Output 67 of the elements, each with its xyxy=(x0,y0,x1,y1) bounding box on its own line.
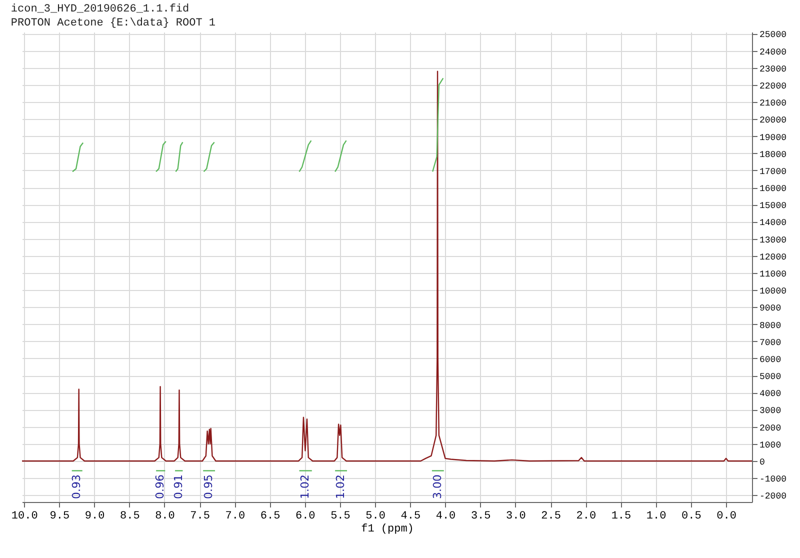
x-tick-label: 7.5 xyxy=(190,510,210,522)
x-tick-label: 1.0 xyxy=(646,510,666,522)
y-tick-label: 22000 xyxy=(760,81,787,92)
annotation: 0.93 xyxy=(70,474,84,499)
y-tick-label: 5000 xyxy=(760,372,782,382)
annotation: 1.02 xyxy=(334,474,348,499)
y-tick-label: 7000 xyxy=(760,338,782,348)
y-tick-label: 23000 xyxy=(760,64,787,74)
y-tick-label: 16000 xyxy=(760,184,787,194)
y-tick-label: 6000 xyxy=(760,354,782,365)
annotation: 0.95 xyxy=(202,474,216,499)
x-tick-label: 2.5 xyxy=(541,510,561,522)
x-tick-label: 6.5 xyxy=(260,510,280,522)
y-tick-label: 24000 xyxy=(760,47,787,58)
x-tick-label: 3.5 xyxy=(470,510,491,522)
line-series xyxy=(432,78,444,172)
y-tick-label: 2000 xyxy=(760,423,782,434)
x-tick-label: 9.0 xyxy=(84,510,105,522)
annotation: 0.91 xyxy=(172,474,185,499)
y-tick-label: 19000 xyxy=(760,132,787,143)
y-tick-label: 17000 xyxy=(760,166,787,177)
chart-title: icon_3_HYD_20190626_1.1.fid xyxy=(10,4,190,16)
y-tick-label: 12000 xyxy=(760,252,787,262)
x-tick-label: 4.0 xyxy=(436,510,456,522)
x-tick-label: 5.0 xyxy=(366,510,386,522)
x-tick-label: 9.5 xyxy=(50,510,70,522)
y-tick-label: 1000 xyxy=(760,440,782,450)
x-tick-label: 7.0 xyxy=(225,510,246,522)
y-tick-label: 25000 xyxy=(760,30,787,40)
y-tick-label: 3000 xyxy=(760,406,782,416)
y-tick-label: -2000 xyxy=(760,492,787,502)
line-series xyxy=(22,70,752,462)
y-tick-label: 0 xyxy=(760,457,765,468)
y-tick-label: 18000 xyxy=(760,150,787,160)
line-series xyxy=(175,142,184,172)
y-tick-label: 14000 xyxy=(760,218,787,228)
y-tick-label: 15000 xyxy=(760,201,787,212)
x-tick-label: 1.5 xyxy=(611,510,632,522)
x-tick-label: 8.0 xyxy=(155,510,175,522)
y-tick-label: 4000 xyxy=(760,389,782,400)
x-tick-label: 4.5 xyxy=(400,510,421,522)
y-tick-label: 13000 xyxy=(760,235,787,246)
x-tick-label: 2.0 xyxy=(576,510,596,522)
y-tick-label: -1000 xyxy=(760,474,787,485)
x-tick-label: 8.5 xyxy=(120,510,140,522)
x-tick-label: 3.0 xyxy=(506,510,526,522)
x-tick-label: 10.0 xyxy=(11,510,38,522)
x-tick-label: 0.5 xyxy=(682,510,702,522)
y-tick-label: 20000 xyxy=(760,116,787,126)
annotation: 0.96 xyxy=(154,474,167,499)
chart-subtitle: PROTON Acetone {E:\data} ROOT 1 xyxy=(10,18,216,30)
line-series xyxy=(298,140,312,172)
line-series xyxy=(72,142,84,172)
annotation: 1.02 xyxy=(298,474,312,499)
line-series xyxy=(334,140,347,172)
line-series xyxy=(203,142,215,172)
y-tick-label: 10000 xyxy=(760,286,787,297)
x-tick-label: 0.0 xyxy=(716,510,736,522)
line-series xyxy=(155,140,166,172)
x-axis-title: f1 (ppm) xyxy=(361,524,414,536)
y-tick-label: 8000 xyxy=(760,320,782,331)
annotation: 3.00 xyxy=(430,474,444,499)
y-tick-label: 9000 xyxy=(760,304,782,314)
y-tick-label: 11000 xyxy=(760,269,787,280)
x-tick-label: 6.0 xyxy=(295,510,316,522)
y-tick-label: 21000 xyxy=(760,98,787,109)
x-tick-label: 5.5 xyxy=(330,510,350,522)
